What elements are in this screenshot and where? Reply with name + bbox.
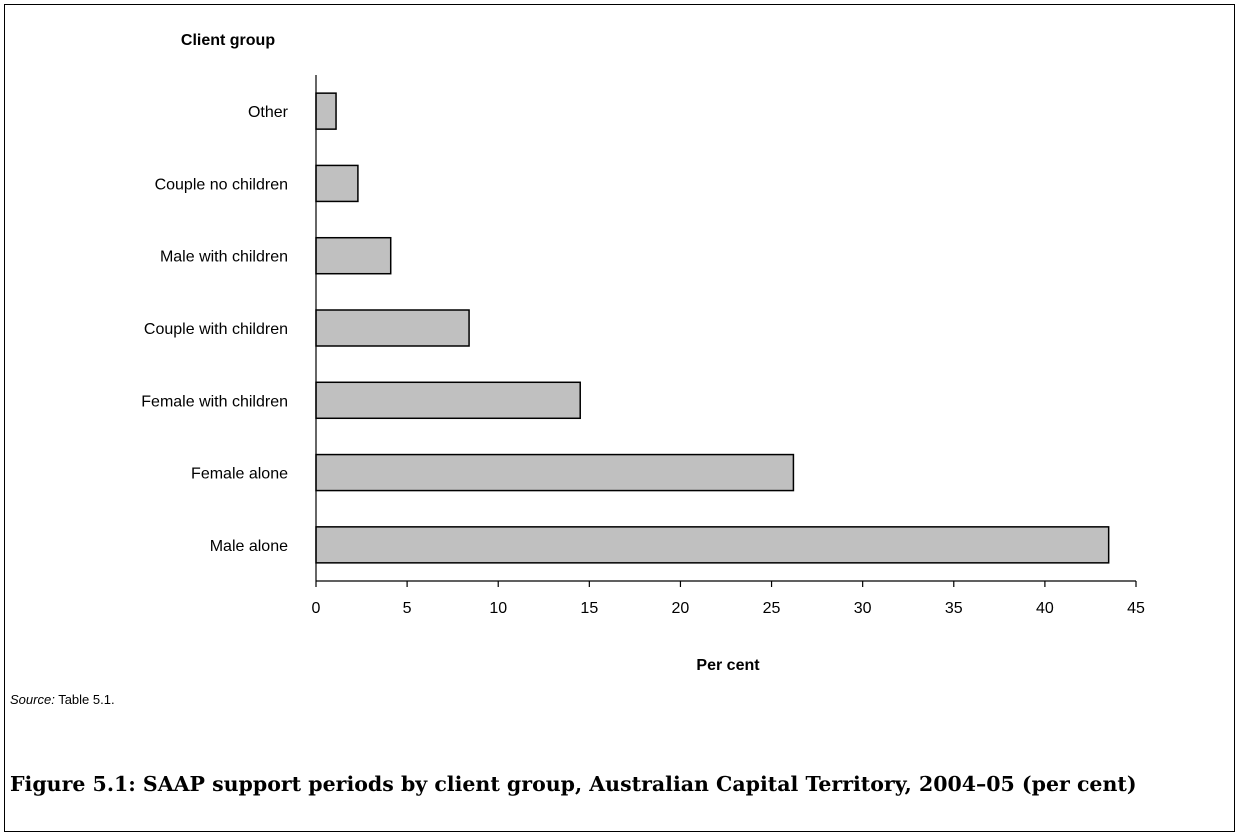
- x-tick-label: 30: [854, 600, 872, 617]
- figure-caption: Figure 5.1: SAAP support periods by clie…: [10, 772, 1137, 796]
- bar-couple-no-children: [315, 164, 359, 203]
- x-tick-label: 10: [489, 600, 507, 617]
- x-tick-label: 20: [672, 600, 690, 617]
- x-tick-label: 40: [1036, 600, 1054, 617]
- category-label: Couple with children: [144, 321, 288, 338]
- source-text: Table 5.1.: [54, 692, 115, 707]
- x-tick-label: 0: [312, 600, 321, 617]
- category-label: Female alone: [191, 466, 288, 483]
- category-label: Other: [248, 104, 289, 121]
- bar-couple-with-children: [315, 309, 470, 347]
- bars-layer: [315, 92, 1110, 564]
- y-axis-title: Client group: [181, 32, 275, 49]
- bar-other: [315, 92, 337, 130]
- x-tick-label: 15: [580, 600, 598, 617]
- figure-frame: [4, 4, 1235, 832]
- category-label: Male with children: [160, 249, 288, 266]
- bar-male-with-children: [315, 236, 392, 275]
- bar-female-with-children: [315, 381, 581, 420]
- x-axis-title: Per cent: [696, 657, 760, 674]
- bar-male-alone: [315, 526, 1110, 564]
- source-note: Source: Table 5.1.: [10, 692, 115, 707]
- source-label: Source:: [10, 692, 55, 707]
- x-tick-label: 35: [945, 600, 963, 617]
- axes-layer: Other Couple no children Male with childre…: [141, 75, 1145, 617]
- category-label: Couple no children: [155, 176, 288, 193]
- bar-female-alone: [315, 453, 795, 492]
- x-tick-label: 45: [1127, 600, 1145, 617]
- category-label: Female with children: [141, 393, 288, 410]
- category-label: Male alone: [210, 538, 288, 555]
- x-tick-label: 5: [403, 600, 412, 617]
- x-tick-label: 25: [763, 600, 781, 617]
